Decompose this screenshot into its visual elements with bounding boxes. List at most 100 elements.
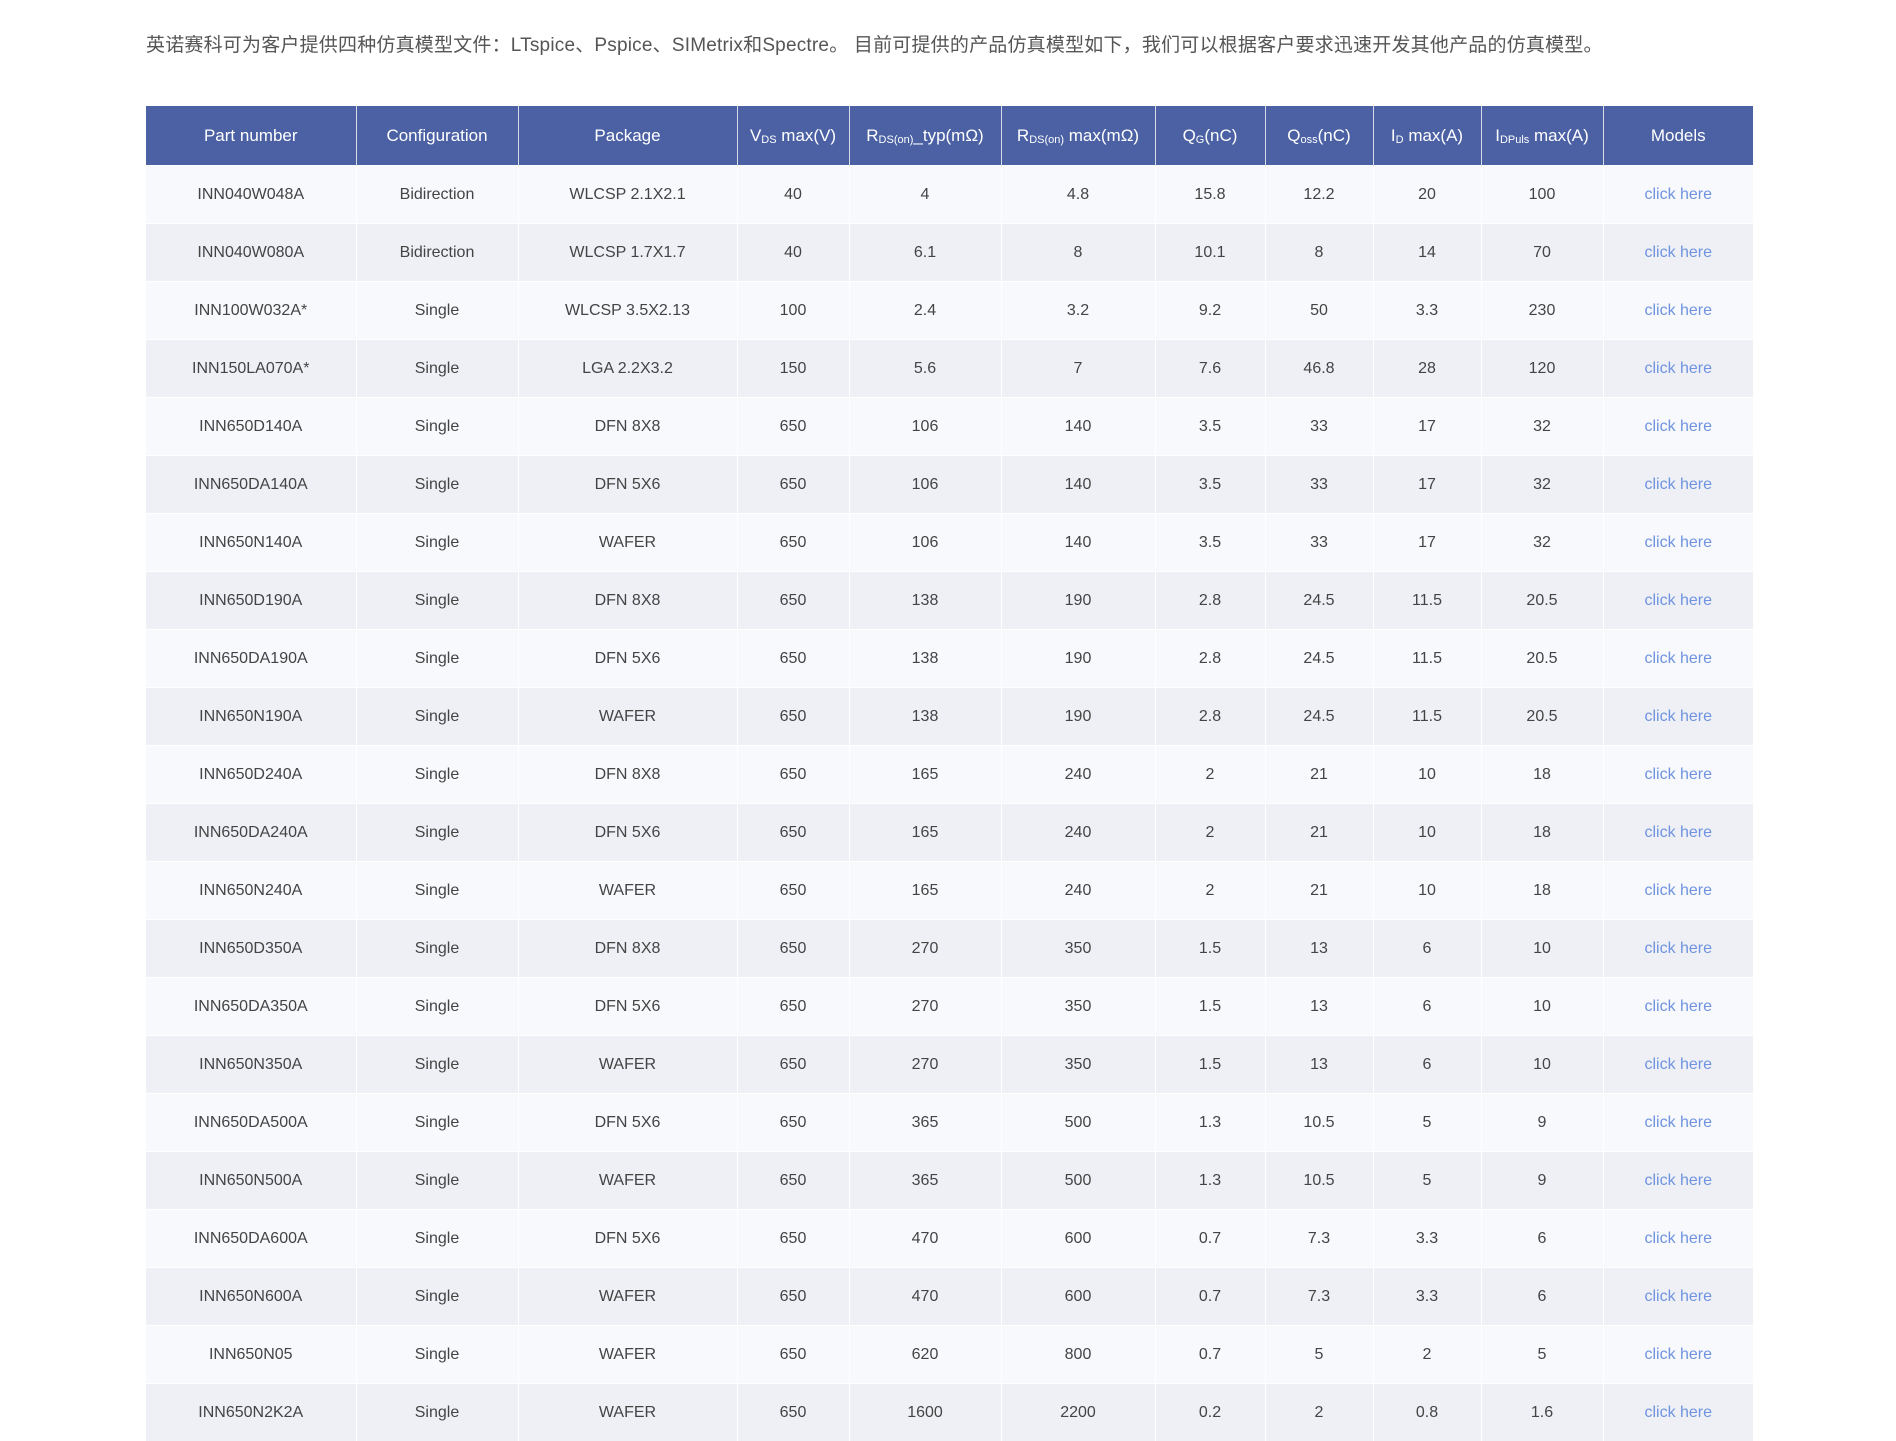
cell-value: 6.1 <box>914 244 936 261</box>
model-download-link[interactable]: click here <box>1644 824 1712 841</box>
model-download-link[interactable]: click here <box>1644 360 1712 377</box>
column-header-subscript: DS <box>761 134 776 146</box>
table-cell: WLCSP 3.5X2.13 <box>518 282 737 340</box>
model-download-link[interactable]: click here <box>1644 1288 1712 1305</box>
cell-value: 40 <box>784 186 802 203</box>
table-cell: 240 <box>1001 862 1155 920</box>
cell-value: 270 <box>912 998 939 1015</box>
cell-value: WAFER <box>599 1288 656 1305</box>
cell-value: WLCSP 1.7X1.7 <box>569 244 685 261</box>
column-header-label: R <box>866 126 878 145</box>
table-cell: 106 <box>849 514 1001 572</box>
model-download-link[interactable]: click here <box>1644 766 1712 783</box>
table-cell: WLCSP 2.1X2.1 <box>518 166 737 224</box>
cell-value: 32 <box>1533 418 1551 435</box>
cell-value: 7.3 <box>1308 1230 1330 1247</box>
table-cell: Single <box>356 282 518 340</box>
model-download-link[interactable]: click here <box>1644 1230 1712 1247</box>
model-download-link[interactable]: click here <box>1644 882 1712 899</box>
table-cell: WAFER <box>518 1326 737 1384</box>
cell-value: 6 <box>1538 1230 1547 1247</box>
model-download-link[interactable]: click here <box>1644 998 1712 1015</box>
cell-value: 230 <box>1529 302 1556 319</box>
cell-value: 650 <box>780 882 807 899</box>
table-cell: 7 <box>1001 340 1155 398</box>
model-download-link[interactable]: click here <box>1644 650 1712 667</box>
cell-value: WAFER <box>599 1056 656 1073</box>
model-download-link[interactable]: click here <box>1644 1056 1712 1073</box>
model-download-link[interactable]: click here <box>1644 1346 1712 1363</box>
table-cell: 7.3 <box>1265 1268 1373 1326</box>
table-cell: 1.3 <box>1155 1094 1265 1152</box>
cell-value: 650 <box>780 1404 807 1421</box>
cell-value: 33 <box>1310 534 1328 551</box>
model-download-link[interactable]: click here <box>1644 244 1712 261</box>
table-cell: INN650N190A <box>146 688 356 746</box>
model-download-link[interactable]: click here <box>1644 1404 1712 1421</box>
table-cell: 270 <box>849 920 1001 978</box>
model-download-link[interactable]: click here <box>1644 418 1712 435</box>
table-cell: 5 <box>1373 1152 1481 1210</box>
cell-value: 21 <box>1310 766 1328 783</box>
table-cell: click here <box>1603 746 1753 804</box>
cell-value: 21 <box>1310 824 1328 841</box>
cell-value: 21 <box>1310 882 1328 899</box>
table-cell: Single <box>356 804 518 862</box>
cell-value: 6 <box>1538 1288 1547 1305</box>
cell-value: 5.6 <box>914 360 936 377</box>
table-cell: 33 <box>1265 456 1373 514</box>
column-header-unit: max(mΩ) <box>1064 126 1139 145</box>
table-cell: click here <box>1603 1152 1753 1210</box>
cell-value: INN650D190A <box>199 592 302 609</box>
model-download-link[interactable]: click here <box>1644 708 1712 725</box>
column-header-label: R <box>1017 126 1029 145</box>
table-cell: 3.5 <box>1155 514 1265 572</box>
table-cell: 2 <box>1155 862 1265 920</box>
table-cell: 140 <box>1001 398 1155 456</box>
column-header-subscript: oss <box>1301 134 1318 146</box>
cell-value: Single <box>415 1288 459 1305</box>
table-cell: 3.5 <box>1155 456 1265 514</box>
cell-value: 18 <box>1533 882 1551 899</box>
cell-value: 106 <box>912 418 939 435</box>
column-header: ID max(A) <box>1373 106 1481 166</box>
table-cell: INN650DA500A <box>146 1094 356 1152</box>
table-cell: click here <box>1603 1094 1753 1152</box>
table-cell: INN040W048A <box>146 166 356 224</box>
model-download-link[interactable]: click here <box>1644 592 1712 609</box>
model-download-link[interactable]: click here <box>1644 534 1712 551</box>
table-cell: click here <box>1603 224 1753 282</box>
model-download-link[interactable]: click here <box>1644 186 1712 203</box>
table-cell: 2.4 <box>849 282 1001 340</box>
column-header-unit: max(V) <box>777 126 837 145</box>
model-download-link[interactable]: click here <box>1644 940 1712 957</box>
table-cell: 650 <box>737 688 849 746</box>
cell-value: INN040W048A <box>197 186 304 203</box>
table-cell: 140 <box>1001 514 1155 572</box>
cell-value: INN650DA190A <box>194 650 308 667</box>
table-cell: Single <box>356 630 518 688</box>
table-cell: click here <box>1603 688 1753 746</box>
cell-value: 0.8 <box>1416 1404 1438 1421</box>
model-download-link[interactable]: click here <box>1644 476 1712 493</box>
cell-value: Single <box>415 360 459 377</box>
table-cell: WLCSP 1.7X1.7 <box>518 224 737 282</box>
table-cell: 270 <box>849 978 1001 1036</box>
table-cell: 106 <box>849 456 1001 514</box>
table-cell: 11.5 <box>1373 630 1481 688</box>
cell-value: Single <box>415 476 459 493</box>
model-download-link[interactable]: click here <box>1644 302 1712 319</box>
cell-value: 650 <box>780 1114 807 1131</box>
model-download-link[interactable]: click here <box>1644 1114 1712 1131</box>
table-cell: 2.8 <box>1155 630 1265 688</box>
cell-value: DFN 8X8 <box>595 592 661 609</box>
table-cell: 10 <box>1373 804 1481 862</box>
model-download-link[interactable]: click here <box>1644 1172 1712 1189</box>
table-cell: click here <box>1603 862 1753 920</box>
cell-value: 3.3 <box>1416 1288 1438 1305</box>
